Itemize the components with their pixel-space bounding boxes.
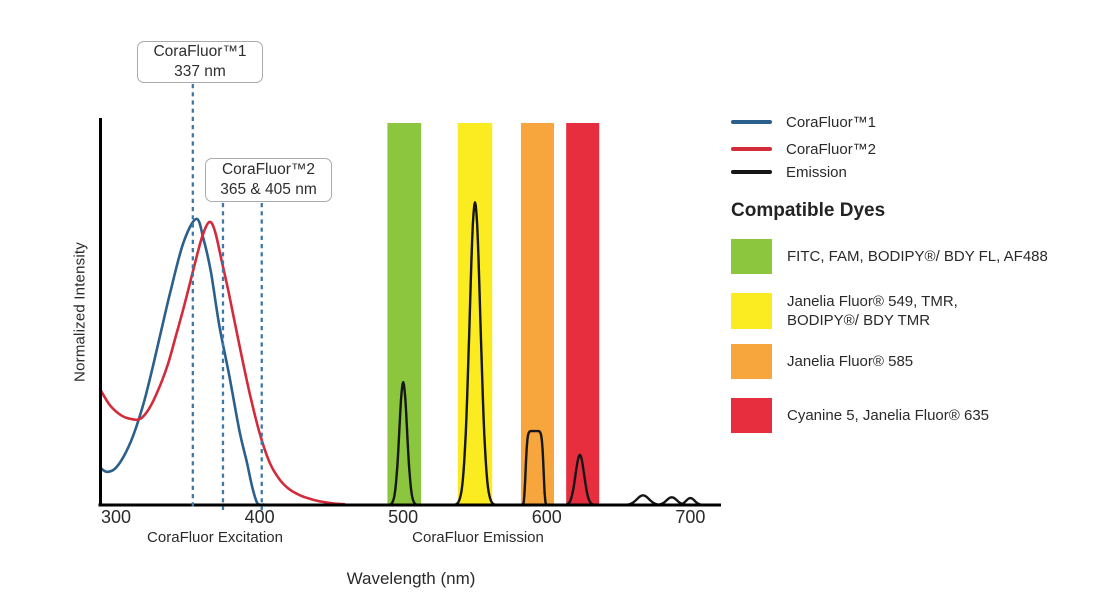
callout-corafluor2: CoraFluor™2 365 & 405 nm	[205, 158, 332, 202]
dye-row-orange: Janelia Fluor® 585	[731, 344, 913, 379]
legend-item-corafluor1: CoraFluor™1	[731, 112, 876, 132]
dye-label-line: FITC, FAM, BODIPY®/ BDY FL, AF488	[787, 247, 1048, 265]
corafluor1-line-swatch	[731, 120, 772, 124]
dye-row-green: FITC, FAM, BODIPY®/ BDY FL, AF488	[731, 239, 1048, 274]
x-tick-label: 400	[244, 507, 275, 527]
legend-label: Emission	[786, 163, 847, 181]
dye-label: FITC, FAM, BODIPY®/ BDY FL, AF488	[787, 247, 1048, 266]
y-axis-label: Normalized Intensity	[71, 242, 89, 382]
yellow-dye-swatch	[731, 293, 772, 330]
dye-row-red: Cyanine 5, Janelia Fluor® 635	[731, 398, 989, 433]
red-dye-swatch	[731, 398, 772, 433]
dye-label-line: Janelia Fluor® 585	[787, 352, 914, 370]
corafluor2-line-swatch	[731, 147, 772, 151]
dye-label-line: Janelia Fluor® 549, TMR,	[787, 293, 958, 310]
legend-label: CoraFluor™1	[786, 113, 877, 131]
emission-axis-sublabel: CoraFluor Emission	[412, 529, 544, 546]
orange-dye-swatch	[731, 344, 772, 379]
x-tick-label: 600	[531, 507, 562, 527]
emission-line-swatch	[731, 170, 772, 174]
dye-row-yellow: Janelia Fluor® 549, TMR, BODIPY®/ BDY TM…	[731, 292, 958, 330]
callout-corafluor2-title: CoraFluor™2	[221, 160, 316, 178]
callout-corafluor1: CoraFluor™1 337 nm	[137, 41, 263, 83]
dye-label-line: Cyanine 5, Janelia Fluor® 635	[787, 406, 990, 424]
callout-corafluor1-value: 337 nm	[174, 63, 226, 80]
excitation-axis-sublabel: CoraFluor Excitation	[147, 529, 283, 546]
compatible-dyes-heading: Compatible Dyes	[731, 200, 886, 221]
dye-label-line: BODIPY®/ BDY TMR	[787, 312, 931, 330]
legend-label: CoraFluor™2	[786, 140, 877, 158]
x-tick-label: 500	[388, 507, 419, 527]
legend-item-corafluor2: CoraFluor™2	[731, 139, 876, 159]
x-tick-label: 700	[675, 507, 706, 527]
callout-corafluor2-value: 365 & 405 nm	[220, 181, 317, 198]
x-tick-label: 300	[100, 507, 132, 527]
legend-item-emission: Emission	[731, 162, 847, 182]
x-axis-label: Wavelength (nm)	[346, 569, 476, 588]
dye-label: Janelia Fluor® 549, TMR, BODIPY®/ BDY TM…	[787, 292, 958, 330]
green-dye-swatch	[731, 239, 772, 274]
dye-label: Cyanine 5, Janelia Fluor® 635	[787, 406, 989, 425]
callout-corafluor1-title: CoraFluor™1	[153, 42, 247, 60]
dye-label: Janelia Fluor® 585	[787, 352, 913, 371]
